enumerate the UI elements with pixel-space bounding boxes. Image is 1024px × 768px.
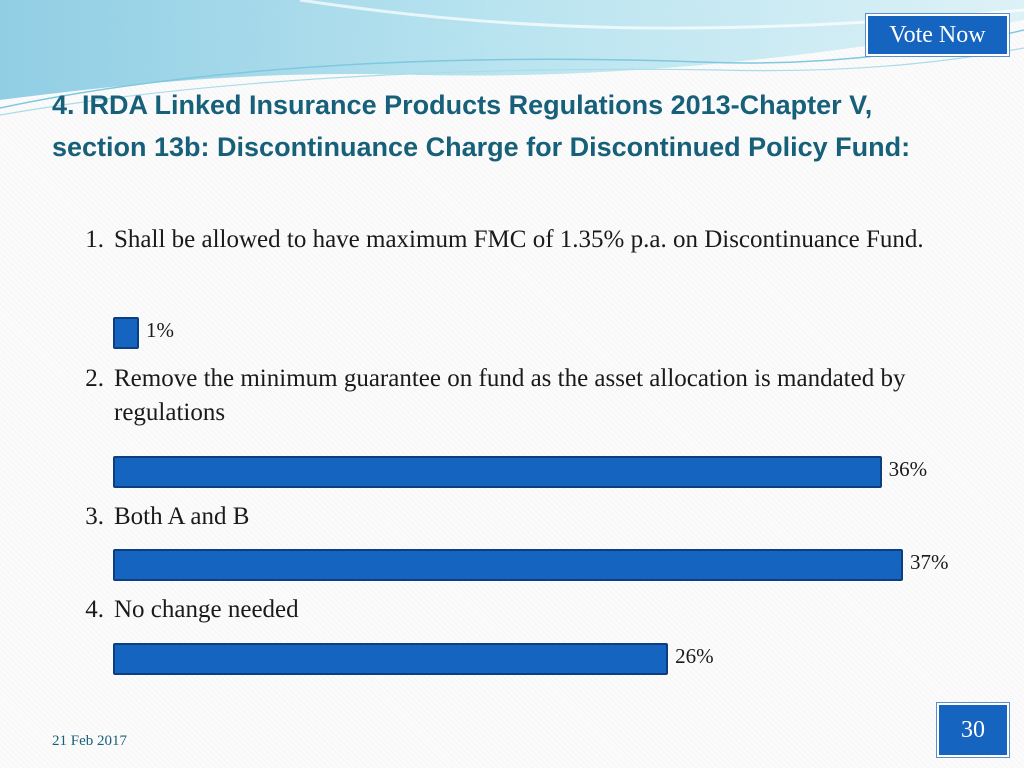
result-percent-label: 37% [909, 550, 949, 574]
vote-now-button[interactable]: Vote Now [866, 14, 1009, 56]
result-bar [113, 643, 669, 675]
option-text: No change needed [114, 596, 299, 623]
result-percent-label: 36% [888, 457, 928, 481]
page-number: 30 [937, 703, 1009, 757]
option-number: 2. [85, 365, 104, 392]
footer-date: 21 Feb 2017 [52, 733, 127, 749]
option-item: 3. Both A and B [60, 500, 940, 534]
option-text: Both A and B [114, 503, 250, 530]
option-number: 3. [85, 503, 104, 530]
result-percent-label: 1% [146, 318, 174, 342]
result-percent-label: 26% [675, 644, 714, 668]
result-bar [113, 549, 903, 581]
option-number: 1. [85, 226, 104, 253]
option-item: 1. Shall be allowed to have maximum FMC … [60, 223, 940, 257]
option-number: 4. [85, 596, 104, 623]
result-bar [113, 317, 139, 349]
option-item: 4. No change needed [60, 593, 940, 627]
option-text: Shall be allowed to have maximum FMC of … [114, 226, 924, 253]
option-item: 2. Remove the minimum guarantee on fund … [60, 362, 940, 430]
option-text: Remove the minimum guarantee on fund as … [114, 365, 906, 426]
result-bar [113, 456, 882, 488]
slide-title: 4. IRDA Linked Insurance Products Regula… [52, 90, 911, 162]
